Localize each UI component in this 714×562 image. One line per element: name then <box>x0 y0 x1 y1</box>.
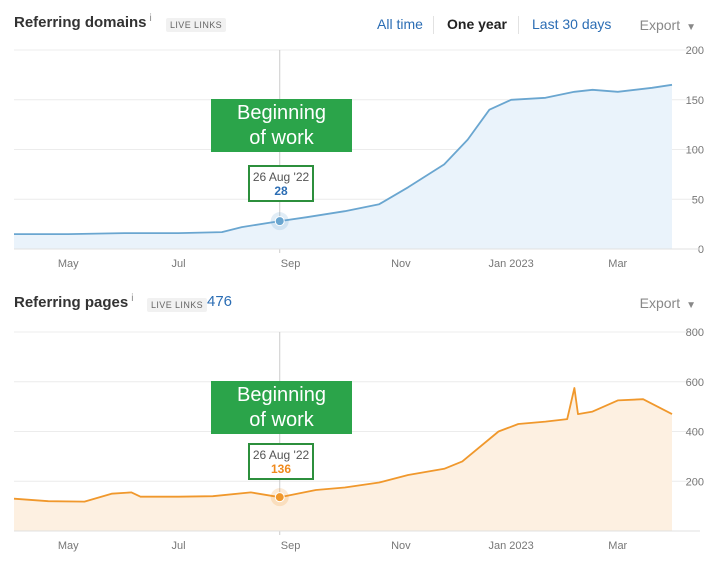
referring-pages-chart[interactable]: 200 400 600 800 May Jul Sep Nov Jan 2023 Mar <box>0 282 714 562</box>
tooltip-date: 26 Aug '22 <box>252 448 310 462</box>
chevron-down-icon: ▼ <box>686 22 696 33</box>
live-links-badge: LIVE LINKS <box>166 18 227 32</box>
callout-line: Beginning <box>237 102 326 124</box>
callout-line: of work <box>249 409 314 431</box>
y-tick-label: 0 <box>698 244 704 256</box>
tab-divider <box>433 16 434 34</box>
x-tick-label: May <box>58 258 79 270</box>
beginning-of-work-callout: Beginning of work <box>211 99 352 152</box>
x-tick-label: Sep <box>281 258 301 270</box>
x-tick-label: Jan 2023 <box>488 258 533 270</box>
export-button-domains[interactable]: Export ▼ <box>640 17 696 33</box>
x-tick-label: Nov <box>391 540 411 552</box>
x-tick-label: Nov <box>391 258 411 270</box>
panel-title-referring-pages: Referring pages i <box>14 293 133 311</box>
x-tick-label: Mar <box>608 258 627 270</box>
referring-pages-count: 476 <box>207 293 233 310</box>
highlight-point <box>274 216 285 227</box>
callout-line: of work <box>249 127 314 149</box>
tooltip-value: 136 <box>270 462 292 476</box>
panel-title-referring-domains: Referring domains i <box>14 13 152 31</box>
x-tick-label: Mar <box>608 540 627 552</box>
y-tick-label: 800 <box>686 327 704 339</box>
y-tick-label: 100 <box>686 145 704 157</box>
tooltip-value: 28 <box>274 184 288 198</box>
referring-domains-title: Referring domains <box>14 14 147 31</box>
y-tick-label: 400 <box>686 427 704 439</box>
tab-all-time[interactable]: All time <box>377 16 423 32</box>
y-tick-label: 600 <box>686 377 704 389</box>
tab-one-year[interactable]: One year <box>447 16 507 32</box>
info-icon[interactable]: i <box>131 293 134 304</box>
tab-last-30-days[interactable]: Last 30 days <box>532 16 612 32</box>
chevron-down-icon: ▼ <box>686 300 696 311</box>
export-button-pages[interactable]: Export ▼ <box>640 295 696 311</box>
tooltip-domains: 26 Aug '22 28 <box>248 165 314 202</box>
x-tick-label: Jan 2023 <box>488 540 533 552</box>
info-icon[interactable]: i <box>149 13 152 24</box>
y-tick-label: 200 <box>686 476 704 488</box>
series-area <box>14 388 672 531</box>
y-tick-label: 150 <box>686 95 704 107</box>
series-line <box>13 387 673 503</box>
referring-pages-title: Referring pages <box>14 294 129 311</box>
series-line <box>14 83 673 235</box>
x-tick-label: Jul <box>171 258 185 270</box>
y-tick-label: 200 <box>686 45 704 57</box>
series-area <box>14 84 672 249</box>
x-tick-label: Sep <box>281 540 301 552</box>
live-links-badge: LIVE LINKS <box>147 298 208 312</box>
tooltip-date: 26 Aug '22 <box>252 170 310 184</box>
x-tick-label: May <box>58 540 79 552</box>
tab-divider <box>518 16 519 34</box>
highlight-point <box>274 492 285 503</box>
callout-line: Beginning <box>237 384 326 406</box>
export-label: Export <box>639 295 681 311</box>
referring-domains-chart[interactable]: 0 50 100 150 200 May Jul Sep Nov Jan 2023 Mar <box>0 0 714 280</box>
x-tick-label: Jul <box>171 540 185 552</box>
y-tick-label: 50 <box>692 194 704 206</box>
tooltip-pages: 26 Aug '22 136 <box>248 443 314 480</box>
export-label: Export <box>639 17 681 33</box>
beginning-of-work-callout: Beginning of work <box>211 381 352 434</box>
